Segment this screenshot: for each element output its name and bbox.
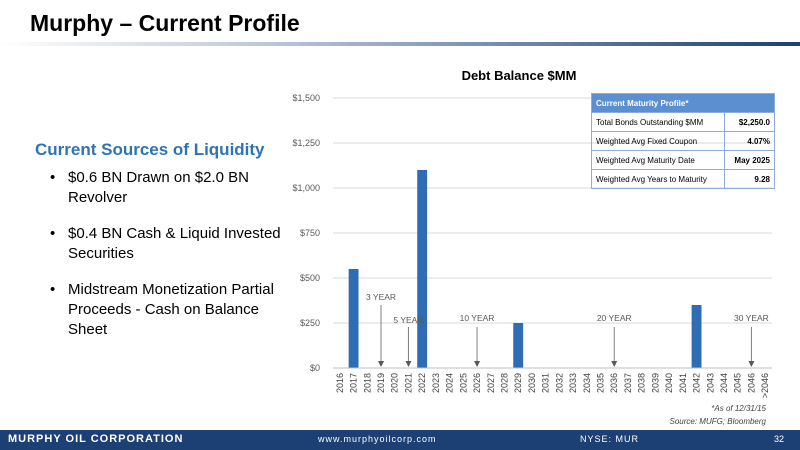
maturity-table-header: Current Maturity Profile* bbox=[591, 93, 775, 113]
x-tick-label: 2038 bbox=[637, 373, 647, 393]
annotation-label: 20 YEAR bbox=[597, 313, 632, 323]
table-cell-label: Weighted Avg Fixed Coupon bbox=[590, 131, 726, 151]
x-tick-label: 2025 bbox=[458, 373, 468, 393]
x-tick-label: 2041 bbox=[678, 373, 688, 393]
bar-2017 bbox=[348, 269, 359, 368]
bars bbox=[348, 170, 702, 368]
page-number: 32 bbox=[774, 434, 785, 444]
bullet-item: $0.4 BN Cash & Liquid Invested Securitie… bbox=[50, 224, 285, 264]
maturity-profile-table: Current Maturity Profile* Total Bonds Ou… bbox=[590, 93, 775, 189]
annotation-label: 30 YEAR bbox=[734, 313, 769, 323]
x-tick-label: 2035 bbox=[596, 373, 606, 393]
x-tick-label: 2022 bbox=[417, 373, 427, 393]
maturity-annotations: 3 YEAR 5 YEAR 10 YEAR 20 YEAR 30 YEAR bbox=[366, 292, 769, 367]
table-row: Weighted Avg Maturity Date May 2025 bbox=[590, 150, 775, 170]
slide-title: Murphy – Current Profile bbox=[30, 10, 300, 36]
footer-bar: MURPHY OIL CORPORATION www.murphyoilcorp… bbox=[0, 430, 800, 450]
bullet-item: $0.6 BN Drawn on $2.0 BN Revolver bbox=[50, 168, 285, 208]
x-tick-label: 2028 bbox=[499, 373, 509, 393]
x-tick-label: 2020 bbox=[390, 373, 400, 393]
footer-ticker: NYSE: MUR bbox=[580, 434, 640, 444]
arrow-down-icon bbox=[611, 361, 618, 367]
x-tick-label: 2018 bbox=[362, 373, 372, 393]
x-tick-label: 2021 bbox=[403, 373, 413, 393]
x-tick-label: 2043 bbox=[705, 373, 715, 393]
x-tick-label: 2027 bbox=[486, 373, 496, 393]
x-tick-label: 2032 bbox=[554, 373, 564, 393]
x-tick-label: 2030 bbox=[527, 373, 537, 393]
x-tick-label: 2031 bbox=[541, 373, 551, 393]
x-tick-label: 2037 bbox=[623, 373, 633, 393]
table-cell-value: 9.28 bbox=[724, 169, 775, 189]
x-tick-label: 2024 bbox=[445, 373, 455, 393]
y-axis-ticks: $0 $250 $500 $750 $1,000 $1,250 $1,500 bbox=[292, 93, 320, 373]
table-cell-label: Weighted Avg Maturity Date bbox=[590, 150, 726, 170]
annotation-label: 3 YEAR bbox=[366, 292, 396, 302]
x-tick-label: 2023 bbox=[431, 373, 441, 393]
x-tick-label: 2029 bbox=[513, 373, 523, 393]
arrow-down-icon bbox=[748, 361, 755, 367]
table-cell-value: 4.07% bbox=[724, 131, 775, 151]
y-tick-label: $250 bbox=[300, 318, 320, 328]
x-tick-label: 2033 bbox=[568, 373, 578, 393]
x-tick-label: 2044 bbox=[719, 373, 729, 393]
table-cell-label: Total Bonds Outstanding $MM bbox=[590, 112, 726, 132]
x-tick-label: 2017 bbox=[349, 373, 359, 393]
bar-2022 bbox=[417, 170, 428, 368]
y-tick-label: $500 bbox=[300, 273, 320, 283]
x-tick-label: 2026 bbox=[472, 373, 482, 393]
x-tick-label: 2039 bbox=[650, 373, 660, 393]
bullet-item: Midstream Monetization Partial Proceeds … bbox=[50, 280, 285, 340]
x-tick-label: 2040 bbox=[664, 373, 674, 393]
as-of-note: *As of 12/31/15 bbox=[711, 404, 766, 413]
chart-title: Debt Balance $MM bbox=[462, 68, 577, 83]
y-tick-label: $1,250 bbox=[292, 138, 320, 148]
x-tick-label: 2036 bbox=[609, 373, 619, 393]
x-tick-label: >2046 bbox=[760, 373, 770, 398]
y-tick-label: $1,500 bbox=[292, 93, 320, 103]
debt-balance-chart: Debt Balance $MM $0 $250 $500 $750 $1,000 $1,… bbox=[292, 68, 772, 398]
table-row: Weighted Avg Years to Maturity 9.28 bbox=[590, 169, 775, 189]
x-tick-label: 2016 bbox=[335, 373, 345, 393]
annotation-label: 5 YEAR bbox=[393, 315, 423, 325]
x-tick-label: 2045 bbox=[733, 373, 743, 393]
footer-url: www.murphyoilcorp.com bbox=[318, 434, 437, 444]
arrow-down-icon bbox=[378, 361, 385, 367]
x-tick-label: 2046 bbox=[746, 373, 756, 393]
table-cell-value: $2,250.0 bbox=[724, 112, 775, 132]
y-tick-label: $1,000 bbox=[292, 183, 320, 193]
x-axis-ticks: 2016 2017 2018 2019 2020 2021 2022 2023 2024 2025… bbox=[335, 373, 770, 398]
x-tick-label: 2042 bbox=[692, 373, 702, 393]
source-note: Source: MUFG; Bloomberg bbox=[669, 417, 766, 426]
arrow-down-icon bbox=[405, 361, 412, 367]
liquidity-heading: Current Sources of Liquidity bbox=[35, 140, 265, 159]
y-tick-label: $750 bbox=[300, 228, 320, 238]
table-cell-label: Weighted Avg Years to Maturity bbox=[590, 169, 726, 189]
footer-company-name: MURPHY OIL CORPORATION bbox=[8, 433, 184, 445]
arrow-down-icon bbox=[474, 361, 481, 367]
annotation-label: 10 YEAR bbox=[460, 313, 495, 323]
bar-2042 bbox=[691, 305, 702, 368]
table-cell-value: May 2025 bbox=[724, 150, 775, 170]
title-divider bbox=[0, 42, 800, 46]
table-row: Weighted Avg Fixed Coupon 4.07% bbox=[590, 131, 775, 151]
liquidity-bullet-list: $0.6 BN Drawn on $2.0 BN Revolver $0.4 B… bbox=[50, 168, 285, 356]
x-tick-label: 2034 bbox=[582, 373, 592, 393]
table-row: Total Bonds Outstanding $MM $2,250.0 bbox=[590, 112, 775, 132]
y-tick-label: $0 bbox=[310, 363, 320, 373]
bar-2029 bbox=[513, 323, 524, 368]
x-tick-label: 2019 bbox=[376, 373, 386, 393]
